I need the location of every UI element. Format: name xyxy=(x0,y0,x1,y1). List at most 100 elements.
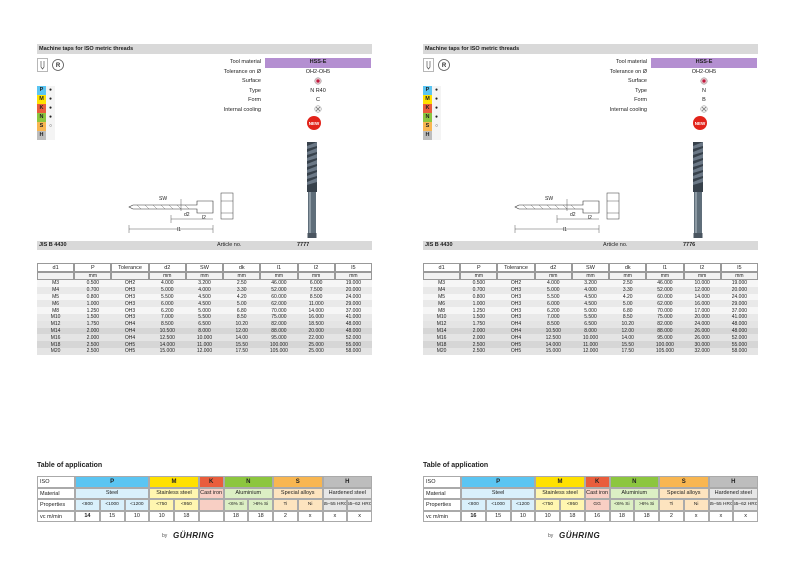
standard-bar xyxy=(423,241,758,250)
table-header: dk xyxy=(223,263,261,272)
table-cell: OH5 xyxy=(497,341,535,348)
table-header: l2 xyxy=(683,263,721,272)
table-header: l5 xyxy=(334,263,372,272)
application-property: <1200 xyxy=(124,499,150,511)
table-cell: 4.000 xyxy=(534,280,572,287)
iso-letter: S xyxy=(37,122,46,131)
application-property: Ti xyxy=(659,499,684,511)
table-cell: 17.50 xyxy=(609,348,647,355)
table-cell: 12.000 xyxy=(571,348,610,355)
application-property: 45–55 HRC xyxy=(708,499,734,511)
table-cell: 26.000 xyxy=(683,327,721,335)
application-label: vc m/min xyxy=(37,510,75,522)
application-property: <750 xyxy=(149,499,174,511)
table-cell: 6.000 xyxy=(534,300,572,308)
table-cell: 11.000 xyxy=(571,341,610,348)
table-cell: OH3 xyxy=(111,293,149,301)
new-badge: NEW xyxy=(307,116,321,130)
application-iso: S xyxy=(273,476,323,488)
table-cell: 52.000 xyxy=(720,334,758,342)
table-cell: 0.500 xyxy=(460,280,498,287)
table-cell: 48.000 xyxy=(720,327,758,335)
table-cell: 52.000 xyxy=(260,286,298,294)
table-cell: M16 xyxy=(423,334,461,342)
application-material: Cast iron xyxy=(584,487,610,499)
table-cell: M8 xyxy=(37,307,75,314)
table-cell: 10.000 xyxy=(185,334,224,342)
application-property xyxy=(198,499,224,511)
tap-diagram xyxy=(514,192,620,233)
diagram-label: SW xyxy=(545,196,554,202)
table-cell: 4.000 xyxy=(148,280,186,287)
table-unit: mm xyxy=(571,272,610,280)
diagram-label: l1 xyxy=(177,227,181,233)
application-vc: 16 xyxy=(461,510,486,522)
table-cell: 32.000 xyxy=(683,348,721,355)
application-material: Stainless steel xyxy=(149,487,199,499)
table-cell: M14 xyxy=(37,327,75,335)
table-cell: 25.000 xyxy=(297,348,335,355)
table-cell: 4.500 xyxy=(185,293,224,301)
table-cell: 88.000 xyxy=(260,327,298,335)
tap-icons: R xyxy=(423,58,450,72)
table-unit xyxy=(111,272,149,280)
application-iso: K xyxy=(198,476,224,488)
table-unit: mm xyxy=(334,272,372,280)
table-cell: 22.000 xyxy=(297,334,335,342)
diagram-label: SW xyxy=(159,196,168,202)
table-cell: 12.500 xyxy=(534,334,572,342)
table-header: P xyxy=(74,263,112,272)
table-cell: M14 xyxy=(423,327,461,335)
table-cell: 3.30 xyxy=(223,286,261,294)
iso-mark: ○ xyxy=(46,122,55,131)
application-material: Stainless steel xyxy=(535,487,585,499)
application-iso: H xyxy=(322,476,372,488)
table-cell: 75.000 xyxy=(646,314,684,321)
table-cell: 8.500 xyxy=(534,320,572,328)
table-cell: 6.80 xyxy=(609,307,647,314)
iso-mark: ● xyxy=(46,95,55,104)
standard: JIS B 4430 xyxy=(39,242,67,248)
table-cell: OH3 xyxy=(497,286,535,294)
iso-mark: ● xyxy=(432,104,441,113)
table-header: P xyxy=(460,263,498,272)
table-cell: 1.000 xyxy=(74,300,112,308)
table-cell: 95.000 xyxy=(646,334,684,342)
table-cell: 52.000 xyxy=(646,286,684,294)
spec-value: OH2-OH5 xyxy=(691,68,717,75)
table-cell: 8.500 xyxy=(297,293,335,301)
table-cell: 0.500 xyxy=(74,280,112,287)
table-cell: 6.200 xyxy=(534,307,572,314)
table-unit: mm xyxy=(720,272,758,280)
table-cell: 5.500 xyxy=(148,293,186,301)
table-cell: 10.20 xyxy=(609,320,647,328)
iso-mark xyxy=(46,131,55,140)
table-cell: M12 xyxy=(37,320,75,328)
table-cell: 0.700 xyxy=(74,286,112,294)
table-header: l1 xyxy=(646,263,684,272)
table-cell: 105.000 xyxy=(646,348,684,355)
table-cell: 70.000 xyxy=(260,307,298,314)
table-unit: mm xyxy=(223,272,261,280)
application-vc: x xyxy=(708,510,734,522)
table-cell: 41.000 xyxy=(720,314,758,321)
table-cell: 19.000 xyxy=(720,280,758,287)
table-cell: 58.000 xyxy=(334,348,372,355)
spec-label: Type xyxy=(249,87,261,94)
svg-text:R: R xyxy=(56,63,61,69)
application-material: Cast iron xyxy=(198,487,224,499)
application-vc: 10 xyxy=(124,510,150,522)
application-label: Properties xyxy=(423,499,461,511)
section-header: Machine taps for ISO metric threads xyxy=(423,44,758,54)
diagram-label: l2 xyxy=(202,215,206,221)
diagram-label: l2 xyxy=(588,215,592,221)
surface-icon xyxy=(700,77,708,85)
application-vc: x xyxy=(297,510,323,522)
standard-bar xyxy=(37,241,372,250)
table-cell: 14.00 xyxy=(609,334,647,342)
application-material: Steel xyxy=(461,487,536,499)
table-cell: 5.000 xyxy=(185,307,224,314)
spec-label: Tool material xyxy=(229,59,261,65)
table-cell: 88.000 xyxy=(646,327,684,335)
